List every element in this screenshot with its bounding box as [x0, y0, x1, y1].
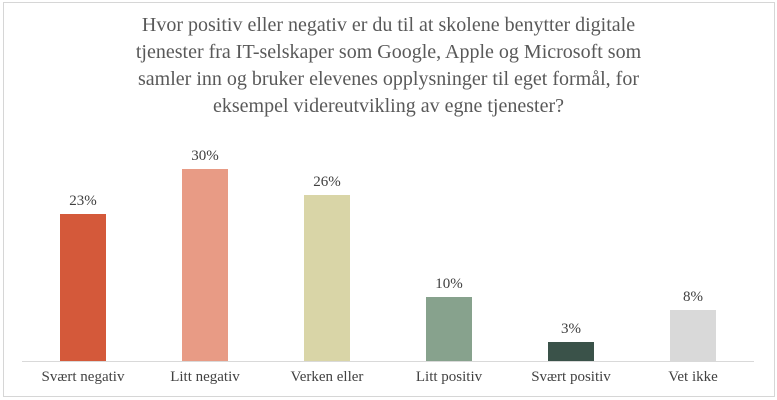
- x-axis-label: Litt positiv: [415, 369, 483, 385]
- x-axis-line: [22, 361, 754, 362]
- bar-column-verken-eller: 26%: [266, 130, 388, 361]
- bar-value-label: 23%: [69, 192, 97, 209]
- bar-vet-ikke: [670, 309, 716, 361]
- x-axis-label: Svært negativ: [41, 369, 125, 385]
- x-axis-labels: Svært negativ Litt negativ Verken eller …: [22, 368, 754, 386]
- bar-value-label: 26%: [313, 173, 341, 190]
- bar-plot-area: 23% 30% 26% 10% 3% 8%: [22, 130, 754, 361]
- bar-value-label: 10%: [435, 276, 463, 292]
- bar-column-svaert-negativ: 23%: [22, 130, 144, 361]
- bar-svaert-negativ: [60, 213, 106, 361]
- bar-value-label: 8%: [683, 288, 703, 305]
- bar-column-litt-negativ: 30%: [144, 130, 266, 361]
- x-axis-label: Vet ikke: [668, 369, 718, 385]
- bar-litt-negativ: [182, 169, 228, 361]
- bar-svaert-positiv: [548, 341, 594, 361]
- x-axis-label: Svært positiv: [531, 369, 611, 385]
- bar-value-label: 3%: [561, 320, 581, 337]
- chart-title: Hvor positiv eller negativ er du til at …: [135, 14, 642, 117]
- bar-verken-eller: [304, 194, 350, 361]
- bar-column-svaert-positiv: 3%: [510, 130, 632, 361]
- bar-column-vet-ikke: 8%: [632, 130, 754, 361]
- x-axis-label: Verken eller: [290, 369, 364, 385]
- bar-value-label: 30%: [191, 148, 219, 164]
- bar-column-litt-positiv: 10%: [388, 130, 510, 361]
- x-axis-label: Litt negativ: [170, 369, 240, 385]
- bar-litt-positiv: [426, 297, 472, 361]
